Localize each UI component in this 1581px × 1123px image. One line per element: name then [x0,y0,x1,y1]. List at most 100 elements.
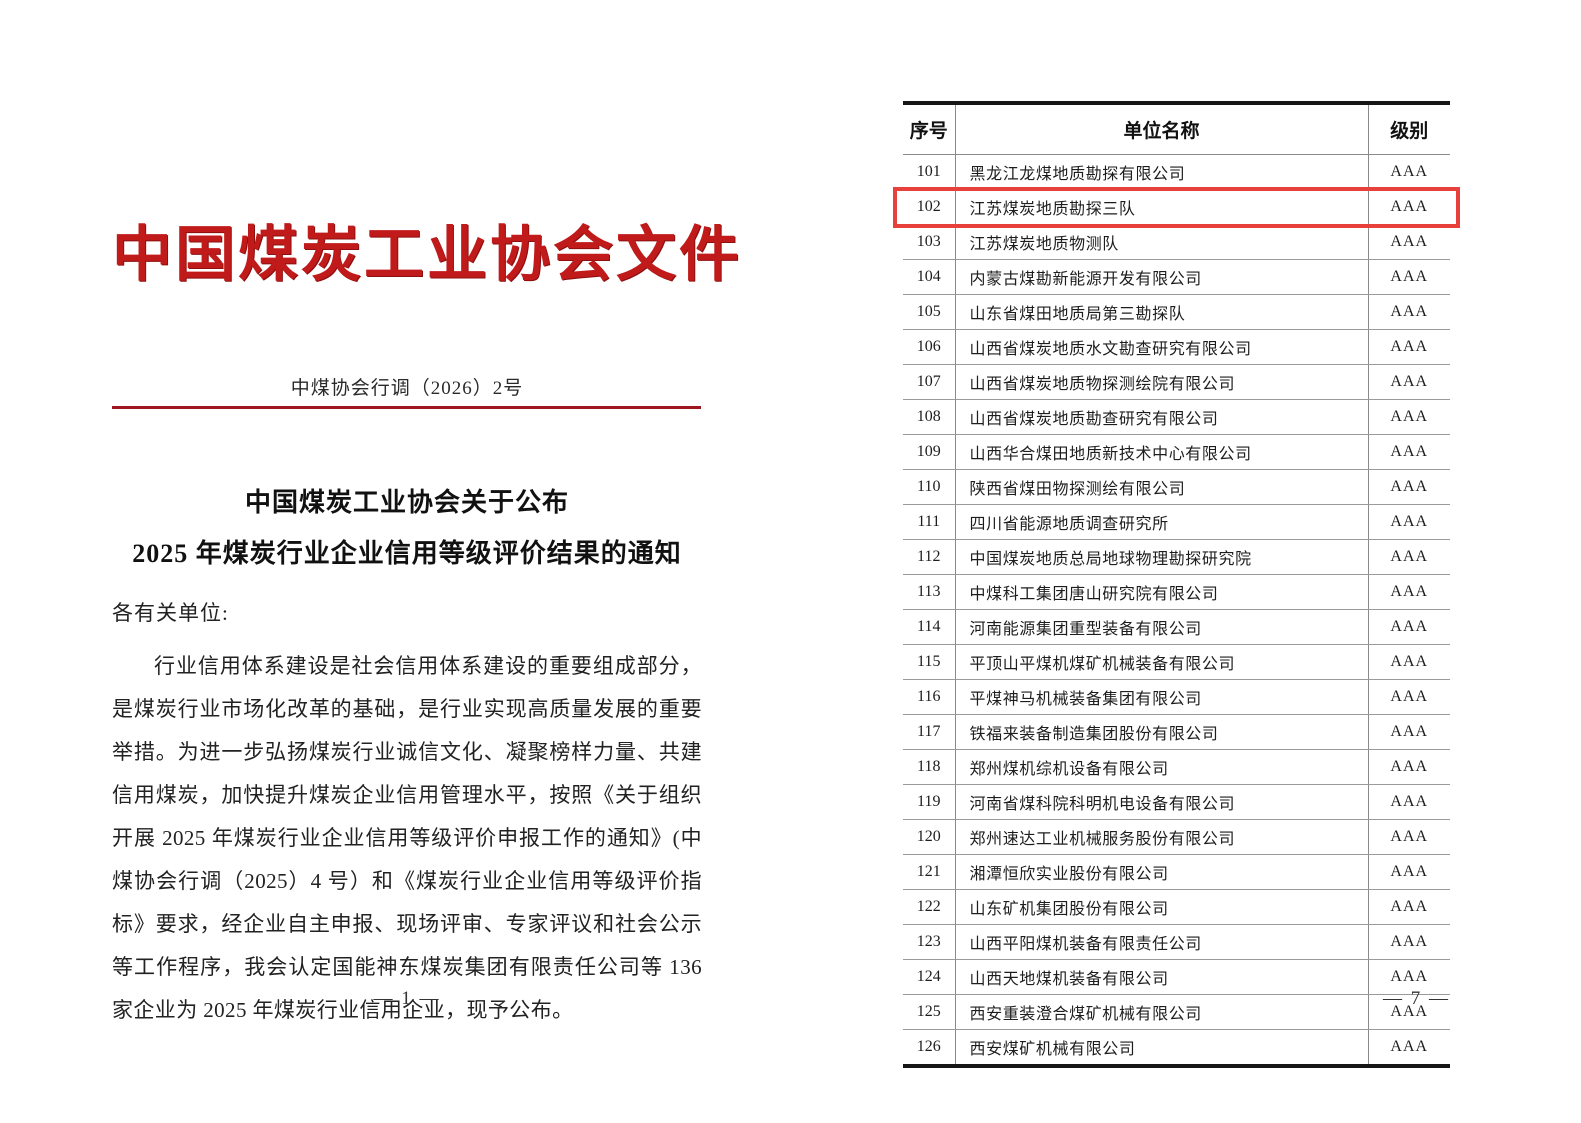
cell-level: AAA [1368,609,1450,645]
table-top-border [903,101,1450,105]
cell-level: AAA [1368,889,1450,925]
cell-level: AAA [1368,819,1450,855]
cell-index: 126 [903,1029,956,1064]
salutation: 各有关单位: [112,601,229,625]
cell-level: AAA [1368,399,1450,435]
cell-level: AAA [1368,924,1450,960]
table-row: 110 陕西省煤田物探测绘有限公司 AAA [903,469,1450,505]
cell-level: AAA [1368,364,1450,400]
cell-level: AAA [1368,259,1450,295]
cell-index: 103 [903,224,956,260]
cell-level: AAA [1368,539,1450,575]
document-reference-number: 中煤协会行调（2026）2号 [290,378,524,399]
table-row: 111 四川省能源地质调查研究所 AAA [903,504,1450,540]
cell-index: 122 [903,889,956,925]
cell-unit-name: 四川省能源地质调查研究所 [955,504,1369,540]
table-row: 125 西安重装澄合煤矿机械有限公司 AAA [903,994,1450,1030]
cell-level: AAA [1368,784,1450,820]
table-row: 103 江苏煤炭地质物测队 AAA [903,224,1450,260]
cell-unit-name: 黑龙江龙煤地质勘探有限公司 [955,154,1369,190]
column-header-index: 序号 [903,105,956,155]
table-row: 104 内蒙古煤勘新能源开发有限公司 AAA [903,259,1450,295]
cell-unit-name: 山西省煤炭地质勘查研究有限公司 [955,399,1369,435]
cell-index: 106 [903,329,956,365]
cell-unit-name: 河南能源集团重型装备有限公司 [955,609,1369,645]
cell-unit-name: 平顶山平煤机煤矿机械装备有限公司 [955,644,1369,680]
cell-index: 123 [903,924,956,960]
table-bottom-border [903,1064,1450,1068]
cell-index: 105 [903,294,956,330]
cell-level: AAA [1390,1038,1429,1055]
table-row: 123 山西平阳煤机装备有限责任公司 AAA [903,924,1450,960]
column-header-level: 级别 [1368,105,1450,155]
cell-index: 115 [903,644,956,680]
cell-unit-name: 山西华合煤田地质新技术中心有限公司 [955,434,1369,470]
table-row: 119 河南省煤科院科明机电设备有限公司 AAA [903,784,1450,820]
cell-level: AAA [1368,434,1450,470]
cell-index: 111 [903,504,956,540]
cell-unit-name: 中煤科工集团唐山研究院有限公司 [955,574,1369,610]
cell-unit-name: 江苏煤炭地质勘探三队 [955,189,1369,225]
cell-level: AAA [1368,189,1450,225]
cell-index: 117 [903,714,956,750]
cell-unit-name: 山西省煤炭地质物探测绘院有限公司 [955,364,1369,400]
cell-level: AAA [1368,329,1450,365]
cell-level: AAA [1368,679,1450,715]
cell-index: 119 [903,784,956,820]
table-row: 107 山西省煤炭地质物探测绘院有限公司 AAA [903,364,1450,400]
page-title: 中国煤炭工业协会关于公布 2025 年煤炭行业企业信用等级评价结果的通知 [112,478,702,579]
cell-unit-name: 铁福来装备制造集团股份有限公司 [955,714,1369,750]
table-row: 116 平煤神马机械装备集团有限公司 AAA [903,679,1450,715]
cell-unit-name: 郑州速达工业机械服务股份有限公司 [955,819,1369,855]
cell-index: 118 [903,749,956,785]
cell-unit-name: 江苏煤炭地质物测队 [955,224,1369,260]
table-row: 120 郑州速达工业机械服务股份有限公司 AAA [903,819,1450,855]
page-title-line-2: 2025 年煤炭行业企业信用等级评价结果的通知 [132,538,682,568]
table-row: 114 河南能源集团重型装备有限公司 AAA [903,609,1450,645]
credit-rating-table-container: 序号 单位名称 级别 101 黑龙江龙煤地质勘探有限公司 AAA 102 江苏煤炭地质勘… [903,101,1450,1068]
table-row: 115 平顶山平煤机煤矿机械装备有限公司 AAA [903,644,1450,680]
masthead-red-divider [112,406,701,409]
cell-level: AAA [1368,959,1450,995]
cell-unit-name: 山东省煤田地质局第三勘探队 [955,294,1369,330]
table-row: 118 郑州煤机综机设备有限公司 AAA [903,749,1450,785]
table-row: 112 中国煤炭地质总局地球物理勘探研究院 AAA [903,539,1450,575]
column-header-unit-name: 单位名称 [955,105,1369,155]
cell-unit-name: 内蒙古煤勘新能源开发有限公司 [955,259,1369,295]
table-row: 113 中煤科工集团唐山研究院有限公司 AAA [903,574,1450,610]
cell-index: 121 [903,854,956,890]
cell-index: 110 [903,469,956,505]
cell-index: 102 [903,189,956,225]
cell-index: 124 [903,959,956,995]
cell-level: AAA [1368,154,1450,190]
cell-index: 107 [903,364,956,400]
cell-unit-name: 山西天地煤机装备有限公司 [955,959,1369,995]
cell-unit-name: 郑州煤机综机设备有限公司 [955,749,1369,785]
cell-level: AAA [1368,714,1450,750]
cell-level: AAA [1368,469,1450,505]
cell-unit-name: 湘潭恒欣实业股份有限公司 [955,854,1369,890]
right-page: 序号 单位名称 级别 101 黑龙江龙煤地质勘探有限公司 AAA 102 江苏煤炭地质勘… [790,0,1581,1123]
cell-unit-name: 山东矿机集团股份有限公司 [955,889,1369,925]
cell-unit-name: 中国煤炭地质总局地球物理勘探研究院 [955,539,1369,575]
table-row: 108 山西省煤炭地质勘查研究有限公司 AAA [903,399,1450,435]
cell-level: AAA [1368,224,1450,260]
table-row: 109 山西华合煤田地质新技术中心有限公司 AAA [903,434,1450,470]
table-row: 126 西安煤矿机械有限公司 AAA [903,1029,1450,1064]
cell-unit-name: 陕西省煤田物探测绘有限公司 [955,469,1369,505]
table-row: 117 铁福来装备制造集团股份有限公司 AAA [903,714,1450,750]
table-row: 121 湘潭恒欣实业股份有限公司 AAA [903,854,1450,890]
table-row: 122 山东矿机集团股份有限公司 AAA [903,889,1450,925]
cell-unit-name: 西安重装澄合煤矿机械有限公司 [955,994,1369,1030]
cell-level: AAA [1368,749,1450,785]
table-row: 101 黑龙江龙煤地质勘探有限公司 AAA [903,154,1450,190]
cell-index: 116 [903,679,956,715]
cell-index: 114 [903,609,956,645]
cell-index: 104 [903,259,956,295]
cell-index: 108 [903,399,956,435]
cell-index: 113 [903,574,956,610]
table-header-row: 序号 单位名称 级别 [903,105,1450,155]
cell-index: 120 [903,819,956,855]
cell-level: AAA [1368,854,1450,890]
page-number-right: — 7 — [1383,988,1450,1009]
